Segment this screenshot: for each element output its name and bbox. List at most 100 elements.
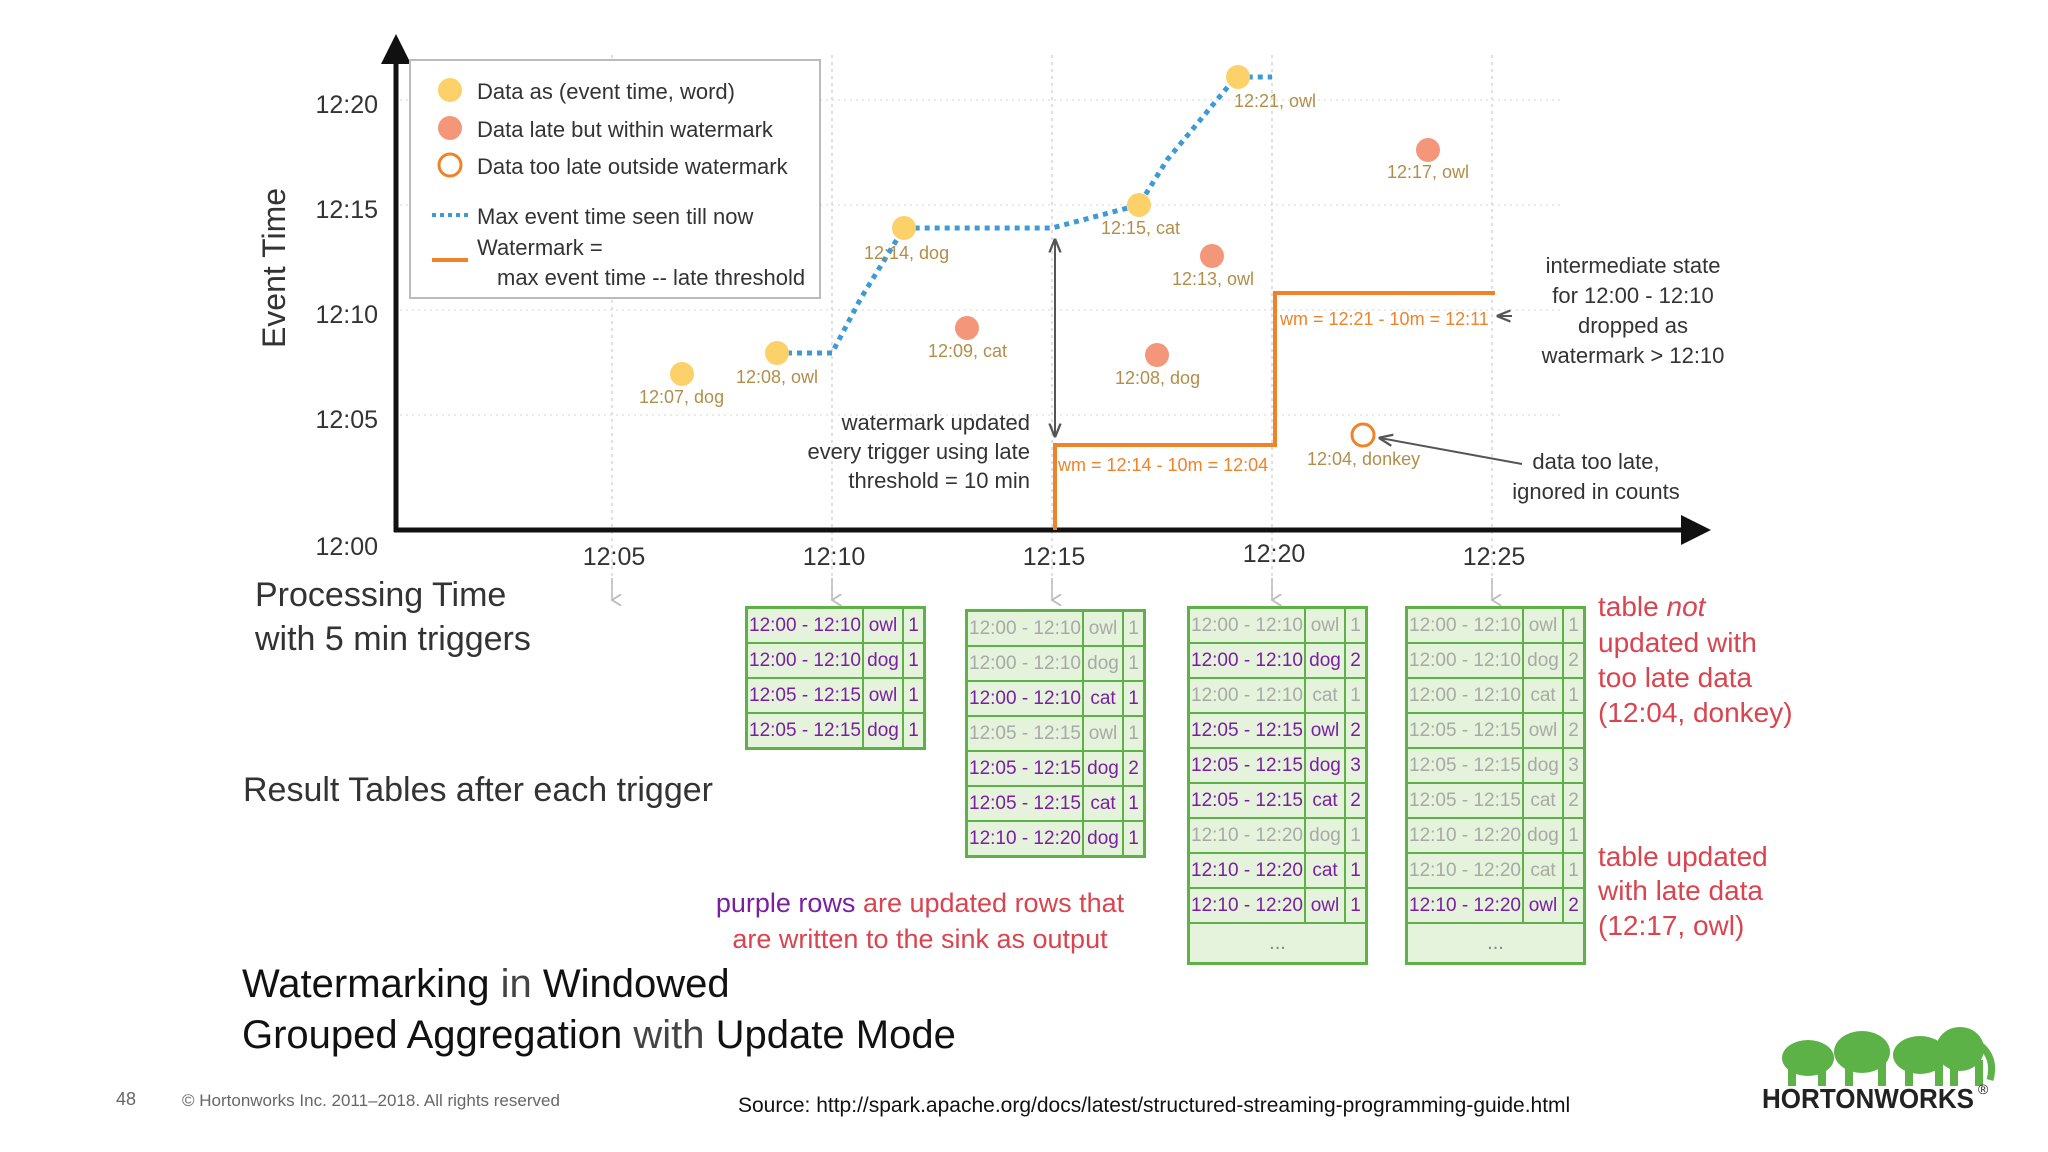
updated-table-row: 12:05 - 12:15 cat 2: [1190, 782, 1365, 817]
window-cell: 12:00 - 12:10: [968, 682, 1084, 715]
word-cell: dog: [1306, 644, 1346, 677]
point-label: 12:04, donkey: [1307, 449, 1420, 469]
word-cell: dog: [1306, 819, 1346, 852]
updated-table-row: 12:05 - 12:15 cat 1: [968, 785, 1143, 820]
window-cell: 12:00 - 12:10: [1408, 644, 1524, 677]
point-label: 12:08, dog: [1115, 368, 1200, 388]
word-cell: cat: [1084, 787, 1124, 820]
annotation-intermediate-state: intermediate state for 12:00 - 12:10 dro…: [1541, 253, 1725, 368]
result-table: 12:00 - 12:10 owl 1 12:00 - 12:10 dog 1 12:05 …: [745, 606, 926, 750]
count-cell: 1: [1128, 827, 1139, 849]
window-cell: 12:10 - 12:20: [1190, 819, 1306, 852]
count-cell: 1: [1350, 894, 1361, 916]
svg-text:table updated: table updated: [1598, 841, 1768, 872]
window-cell: 12:10 - 12:20: [1408, 889, 1524, 922]
word-cell: dog: [864, 714, 904, 747]
window-cell: 12:00 - 12:10: [748, 644, 864, 677]
word-cell: cat: [1524, 784, 1564, 817]
window-cell: 12:00 - 12:10: [968, 612, 1084, 645]
legend-max-event-label: Max event time seen till now: [477, 204, 753, 229]
table-row: 12:00 - 12:10 owl 1: [1190, 609, 1365, 642]
logo-registered-mark: ®: [1978, 1081, 1989, 1097]
updated-table-row: 12:05 - 12:15 dog 3: [1190, 747, 1365, 782]
source-link[interactable]: Source: http://spark.apache.org/docs/lat…: [738, 1094, 1571, 1117]
result-table: 12:00 - 12:10 owl 1 12:00 - 12:10 dog 2 12:00 …: [1187, 606, 1368, 965]
y-tick-label: 12:00: [315, 533, 378, 561]
updated-table-row: 12:05 - 12:15 owl 1: [748, 677, 923, 712]
table-row: 12:05 - 12:15 cat 2: [1408, 782, 1583, 817]
updated-table-row: 12:10 - 12:20 owl 2: [1408, 887, 1583, 922]
updated-table-row: 12:05 - 12:15 dog 2: [968, 750, 1143, 785]
count-cell: 1: [908, 719, 919, 741]
slide-title: Watermarking in Windowed: [242, 962, 730, 1006]
x-tick-label: 12:25: [1463, 543, 1526, 571]
svg-text:updated with: updated with: [1598, 627, 1757, 658]
x-tick-label: 12:05: [583, 543, 646, 571]
max-event-time-line: [777, 74, 1272, 356]
legend-late-marker: [438, 116, 462, 140]
watermark-line: [1053, 291, 1495, 530]
too-late-point-12-04-donkey: [1350, 422, 1376, 448]
updated-table-row: 12:00 - 12:10 dog 1: [748, 642, 923, 677]
word-cell: cat: [1306, 679, 1346, 712]
watermark-label: wm = 12:14 - 10m = 12:04: [1057, 455, 1268, 475]
table-row: 12:10 - 12:20 cat 1: [1408, 852, 1583, 887]
count-cell: 1: [1128, 792, 1139, 814]
legend: Data as (event time, word) Data late but…: [409, 59, 821, 299]
y-tick-label: 12:15: [315, 196, 378, 224]
hortonworks-logo-icon: [1782, 1027, 1996, 1086]
count-cell: 2: [1568, 719, 1579, 741]
window-cell: 12:10 - 12:20: [968, 822, 1084, 855]
count-cell: 1: [1350, 614, 1361, 636]
word-cell: dog: [1524, 644, 1564, 677]
svg-text:intermediate state: intermediate state: [1546, 253, 1721, 278]
count-cell: 3: [1350, 754, 1361, 776]
y-tick-label: 12:05: [315, 406, 378, 434]
y-tick-labels: 12:00 12:05 12:10 12:15 12:20: [315, 91, 378, 561]
legend-watermark-label: Watermark =: [477, 235, 603, 260]
word-cell: owl: [1306, 714, 1346, 747]
y-tick-label: 12:10: [315, 301, 378, 329]
word-cell: owl: [1084, 612, 1124, 645]
copyright: © Hortonworks Inc. 2011–2018. All rights…: [182, 1091, 560, 1110]
late-point-12-08-dog: [1145, 343, 1169, 367]
count-cell: 1: [1128, 617, 1139, 639]
x-tick-labels: 12:05 12:10 12:15 12:20 12:25: [583, 540, 1526, 571]
point-label: 12:14, dog: [864, 243, 949, 263]
window-cell: 12:10 - 12:20: [1408, 819, 1524, 852]
updated-table-row: 12:00 - 12:10 dog 2: [1190, 642, 1365, 677]
svg-text:data too late,: data too late,: [1532, 449, 1659, 474]
window-cell: 12:05 - 12:15: [1190, 714, 1306, 747]
word-cell: dog: [1524, 749, 1564, 782]
word-cell: dog: [1084, 752, 1124, 785]
word-cell: cat: [1306, 854, 1346, 887]
result-tables-label: Result Tables after each trigger: [243, 771, 713, 809]
table-row: 12:10 - 12:20 dog 1: [1408, 817, 1583, 852]
window-cell: 12:05 - 12:15: [748, 714, 864, 747]
window-cell: 12:05 - 12:15: [968, 752, 1084, 785]
too-late-arrow: [1380, 438, 1523, 465]
purple-rows-note: purple rows are updated rows that: [716, 888, 1125, 918]
point-label: 12:09, cat: [928, 341, 1007, 361]
slide-title-line-2: Grouped Aggregation with Update Mode: [242, 1013, 956, 1057]
table-row: 12:00 - 12:10 dog 2: [1408, 642, 1583, 677]
annotation-too-late: data too late, ignored in counts: [1512, 449, 1680, 504]
word-cell: dog: [1306, 749, 1346, 782]
svg-text:too late data: too late data: [1598, 662, 1753, 693]
window-cell: 12:00 - 12:10: [1190, 609, 1306, 642]
count-cell: 1: [1350, 684, 1361, 706]
count-cell: 2: [1568, 894, 1579, 916]
x-tick-label: 12:10: [803, 543, 866, 571]
updated-table-row: 12:10 - 12:20 dog 1: [968, 820, 1143, 855]
word-cell: dog: [1084, 822, 1124, 855]
table-row: 12:05 - 12:15 owl 2: [1408, 712, 1583, 747]
updated-table-row: 12:05 - 12:15 owl 2: [1190, 712, 1365, 747]
x-tick-label: 12:15: [1023, 543, 1086, 571]
count-cell: 1: [1350, 859, 1361, 881]
legend-too-late-label: Data too late outside watermark: [477, 154, 789, 179]
word-cell: owl: [1084, 717, 1124, 750]
count-cell: 1: [1128, 652, 1139, 674]
svg-text:ignored in counts: ignored in counts: [1512, 479, 1680, 504]
svg-text:(12:04, donkey): (12:04, donkey): [1598, 697, 1793, 728]
